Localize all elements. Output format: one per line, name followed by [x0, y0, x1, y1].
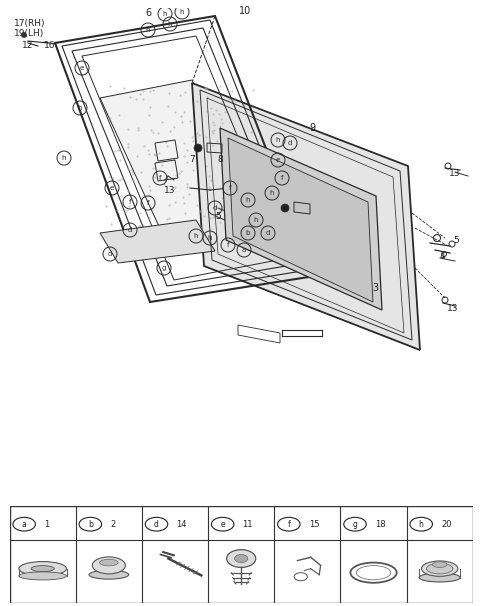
Text: 2: 2 — [110, 520, 115, 528]
Text: 4: 4 — [439, 251, 445, 261]
Text: 13: 13 — [447, 304, 459, 313]
Ellipse shape — [89, 570, 129, 579]
Text: f: f — [288, 520, 290, 528]
Circle shape — [235, 554, 248, 562]
Text: e: e — [80, 65, 84, 71]
Text: 8: 8 — [217, 155, 223, 164]
Text: 15: 15 — [309, 520, 319, 528]
Text: 12: 12 — [22, 41, 34, 50]
Text: 10: 10 — [239, 6, 251, 16]
Text: 17(RH): 17(RH) — [14, 19, 46, 27]
Text: f: f — [229, 185, 231, 191]
Text: d: d — [108, 251, 112, 257]
Text: f: f — [227, 242, 229, 248]
Text: h: h — [270, 190, 274, 196]
Text: h: h — [78, 105, 82, 111]
Text: d: d — [154, 520, 159, 528]
Text: d: d — [288, 140, 292, 146]
Text: b: b — [246, 230, 250, 236]
Text: f: f — [147, 200, 149, 206]
Text: h: h — [194, 233, 198, 239]
Text: b: b — [88, 520, 93, 528]
Circle shape — [194, 144, 202, 152]
Text: 18: 18 — [375, 520, 385, 528]
Text: h: h — [62, 155, 66, 161]
Text: 14: 14 — [176, 520, 187, 528]
Circle shape — [227, 550, 256, 567]
Text: 5: 5 — [453, 236, 459, 244]
Circle shape — [22, 33, 26, 38]
Text: h: h — [168, 21, 172, 27]
Polygon shape — [100, 80, 260, 246]
Text: 3: 3 — [372, 283, 378, 293]
Text: 6: 6 — [145, 8, 151, 18]
Text: 11: 11 — [242, 520, 253, 528]
Text: h: h — [163, 11, 167, 17]
Text: a: a — [22, 520, 26, 528]
Text: 20: 20 — [441, 520, 452, 528]
Text: g: g — [353, 520, 358, 528]
Text: d: d — [128, 227, 132, 233]
Text: d: d — [213, 205, 217, 211]
Text: 4: 4 — [252, 191, 258, 201]
Ellipse shape — [419, 573, 460, 582]
Text: h: h — [208, 235, 212, 241]
Ellipse shape — [19, 572, 67, 580]
Ellipse shape — [99, 559, 118, 566]
Text: e: e — [110, 185, 114, 191]
Text: 13: 13 — [236, 222, 248, 230]
Ellipse shape — [426, 564, 453, 574]
Text: 7: 7 — [189, 155, 195, 164]
Text: h: h — [419, 520, 424, 528]
Text: h: h — [180, 9, 184, 15]
Polygon shape — [220, 128, 382, 310]
Polygon shape — [228, 138, 373, 302]
Text: 8: 8 — [305, 216, 311, 224]
Text: h: h — [254, 217, 258, 223]
Text: h: h — [276, 137, 280, 143]
Text: e: e — [276, 157, 280, 163]
Text: 16: 16 — [44, 41, 56, 50]
Text: 13: 13 — [164, 185, 176, 195]
Polygon shape — [192, 83, 420, 350]
Text: f: f — [129, 199, 131, 205]
Text: 7: 7 — [275, 216, 281, 224]
Ellipse shape — [31, 565, 54, 571]
Ellipse shape — [421, 561, 458, 576]
Text: g: g — [162, 265, 166, 271]
Ellipse shape — [432, 562, 447, 567]
Text: h: h — [146, 27, 150, 33]
Ellipse shape — [92, 557, 125, 574]
Text: 13: 13 — [449, 168, 461, 178]
Ellipse shape — [19, 562, 67, 576]
Text: 19(LH): 19(LH) — [14, 28, 44, 38]
Text: d: d — [266, 230, 270, 236]
Text: f: f — [159, 175, 161, 181]
Text: 1: 1 — [44, 520, 49, 528]
Text: h: h — [246, 197, 250, 203]
Text: e: e — [220, 520, 225, 528]
Polygon shape — [100, 220, 215, 263]
Circle shape — [281, 204, 289, 212]
Text: 9: 9 — [309, 123, 315, 133]
Text: 5: 5 — [215, 211, 221, 221]
Text: f: f — [281, 175, 283, 181]
Text: a: a — [242, 247, 246, 253]
